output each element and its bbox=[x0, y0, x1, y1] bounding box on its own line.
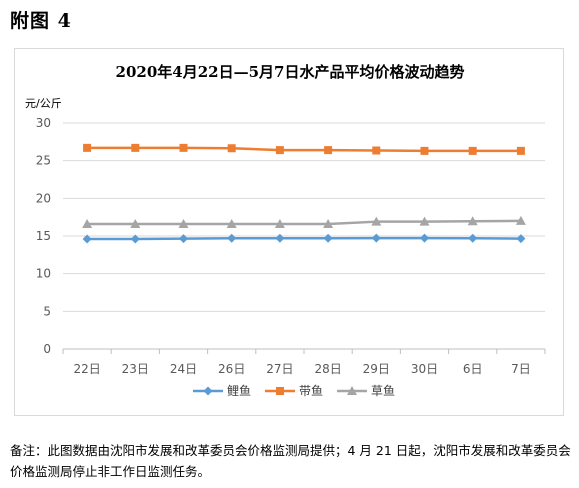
data-point bbox=[227, 233, 237, 243]
x-tick-label: 24日 bbox=[170, 362, 197, 376]
data-point bbox=[323, 233, 333, 243]
x-tick-label: 26日 bbox=[218, 362, 245, 376]
data-point bbox=[371, 216, 382, 226]
data-point bbox=[420, 146, 429, 155]
data-point bbox=[274, 218, 285, 228]
data-point bbox=[179, 143, 188, 152]
series-line-3 bbox=[87, 219, 521, 226]
data-point bbox=[227, 144, 236, 153]
x-tick-label: 30日 bbox=[411, 362, 438, 376]
footnote: 备注：此图数据由沈阳市发展和改革委员会价格监测局提供；4 月 21 日起，沈阳市… bbox=[10, 443, 571, 479]
chart-title: 2020年4月22日—5月7日水产品平均价格波动趋势 bbox=[116, 63, 465, 81]
data-point bbox=[226, 218, 237, 228]
data-point bbox=[516, 234, 526, 244]
data-point bbox=[323, 218, 334, 228]
data-point bbox=[178, 218, 189, 228]
data-point bbox=[131, 143, 140, 152]
y-tick-label: 0 bbox=[43, 342, 51, 356]
data-point bbox=[419, 216, 430, 226]
series-line-2 bbox=[87, 146, 521, 153]
x-tick-label: 6日 bbox=[463, 362, 483, 376]
x-tick-label: 22日 bbox=[73, 362, 100, 376]
data-point bbox=[516, 146, 525, 155]
data-point bbox=[130, 234, 140, 244]
legend-marker bbox=[347, 386, 357, 395]
data-point bbox=[82, 234, 92, 244]
x-tick-label: 28日 bbox=[314, 362, 341, 376]
data-point bbox=[83, 143, 92, 152]
data-point bbox=[372, 146, 381, 155]
data-point bbox=[468, 146, 477, 155]
data-point bbox=[467, 216, 478, 226]
y-tick-label: 10 bbox=[36, 267, 51, 281]
legend-label: 草鱼 bbox=[371, 384, 395, 398]
figure-label: 附图 4 bbox=[10, 10, 72, 32]
data-point bbox=[275, 233, 285, 243]
y-tick-label: 20 bbox=[36, 191, 51, 205]
x-tick-label: 23日 bbox=[122, 362, 149, 376]
series-line-1 bbox=[87, 236, 521, 241]
x-tick-label: 7日 bbox=[511, 362, 531, 376]
legend-marker bbox=[203, 386, 213, 396]
data-point bbox=[82, 218, 93, 228]
chart-frame: 2020年4月22日—5月7日水产品平均价格波动趋势元/公斤 0 5 10 15 20 25… bbox=[14, 48, 564, 416]
data-point bbox=[130, 218, 141, 228]
data-point bbox=[420, 233, 429, 243]
y-axis-unit: 元/公斤 bbox=[25, 97, 62, 110]
data-point bbox=[275, 146, 284, 155]
y-tick-label: 30 bbox=[36, 116, 51, 130]
y-tick-label: 15 bbox=[36, 229, 51, 243]
x-tick-label: 29日 bbox=[363, 362, 390, 376]
legend-label: 鲤鱼 bbox=[227, 384, 251, 398]
legend-marker bbox=[276, 387, 284, 395]
x-tick-label: 27日 bbox=[266, 362, 293, 376]
data-point bbox=[371, 233, 381, 243]
data-point bbox=[324, 146, 333, 155]
y-tick-label: 5 bbox=[43, 304, 51, 318]
y-tick-label: 25 bbox=[36, 154, 51, 168]
legend-label: 带鱼 bbox=[299, 384, 323, 398]
data-point bbox=[515, 215, 526, 225]
data-point bbox=[468, 233, 478, 243]
data-point bbox=[179, 234, 188, 244]
